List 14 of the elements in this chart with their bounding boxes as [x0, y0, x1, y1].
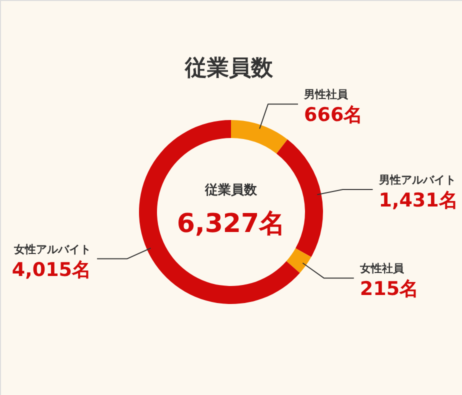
- slice-label: 男性アルバイト: [378, 173, 456, 186]
- donut-slice: [286, 248, 312, 274]
- donut-slice: [231, 120, 288, 154]
- data-label: 666名: [304, 104, 363, 126]
- chart-title: 従業員数: [184, 56, 274, 81]
- data-label: 215名: [360, 278, 419, 300]
- data-label: 4,015名: [12, 258, 92, 281]
- slice-label: 男性社員: [303, 88, 350, 102]
- donut-slice: [139, 120, 300, 304]
- text: 6,327名: [176, 209, 286, 239]
- data-label: 1,431名: [378, 189, 458, 212]
- text: 従業員数: [204, 183, 258, 198]
- slice-label: 女性社員: [358, 262, 405, 276]
- slice-label: 女性アルバイト: [13, 242, 92, 256]
